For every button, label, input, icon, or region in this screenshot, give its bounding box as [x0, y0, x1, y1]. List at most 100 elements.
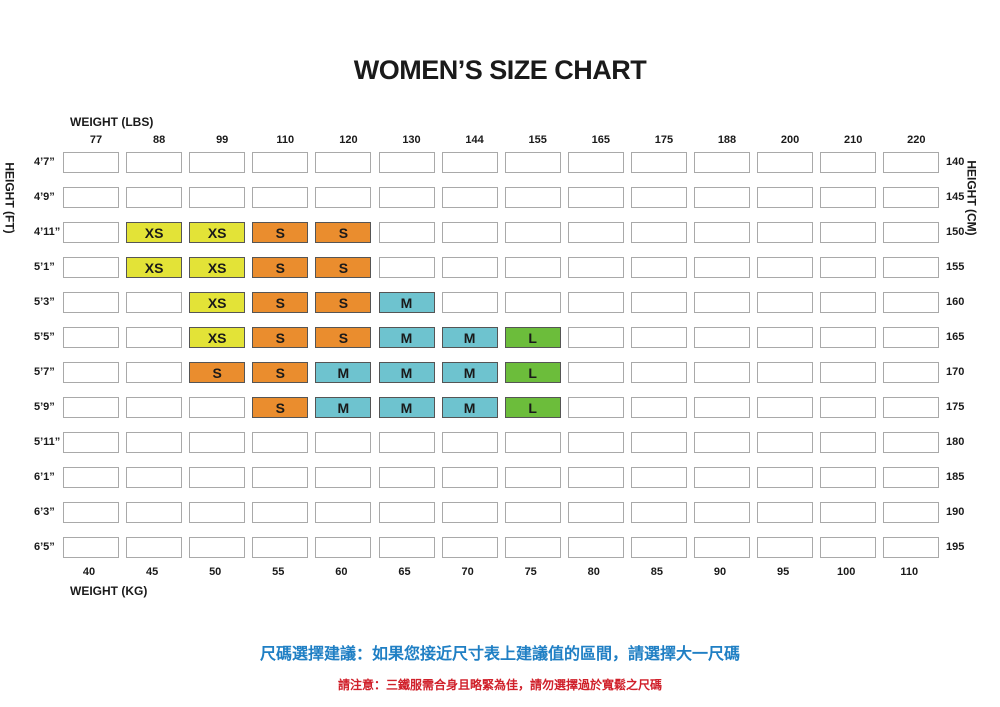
page-title: WOMEN’S SIZE CHART [353, 55, 647, 85]
height-cm-label: 185 [946, 471, 965, 483]
size-cell-empty [63, 327, 119, 348]
size-cell-empty [252, 502, 309, 523]
size-cell-empty [63, 362, 119, 383]
height-cm-label: 145 [946, 191, 965, 203]
height-cm-label: 160 [946, 296, 965, 308]
size-cell-m: M [378, 327, 435, 348]
size-cell-empty [820, 362, 877, 383]
size-cell-empty [820, 187, 877, 208]
size-cell-s: S [252, 257, 309, 278]
right-axis-label: HEIGHT (CM) [964, 160, 979, 236]
size-cell-empty [694, 187, 750, 208]
lbs-tick: 165 [591, 134, 610, 146]
size-cell-empty [883, 187, 940, 208]
size-cell-m: M [315, 362, 372, 383]
size-cell-empty [63, 432, 119, 453]
size-cell-empty [63, 397, 119, 418]
size-cell-empty [630, 397, 687, 418]
size-cell-empty [126, 467, 183, 488]
size-cell-empty [378, 502, 435, 523]
size-cell-empty [883, 152, 940, 173]
kg-tick: 65 [398, 566, 411, 578]
lbs-tick: 200 [780, 134, 800, 146]
size-cell-empty [820, 537, 877, 558]
size-cell-empty [315, 187, 372, 208]
size-cell-empty [63, 502, 119, 523]
size-cell-empty [757, 257, 814, 278]
size-cell-empty [757, 537, 814, 558]
size-cell-empty [504, 187, 561, 208]
height-ft-label: 5’7” [34, 366, 55, 378]
size-cell-empty [883, 537, 940, 558]
height-cm-label: 165 [946, 331, 965, 343]
size-cell-empty [126, 292, 183, 313]
size-cell-empty [820, 397, 877, 418]
size-cell-xs: XS [126, 222, 183, 243]
size-cell-empty [567, 257, 624, 278]
size-cell-empty [630, 467, 687, 488]
size-cell-s: S [315, 327, 372, 348]
size-cell-empty [694, 502, 750, 523]
size-cell-empty [63, 292, 119, 313]
size-cell-s: S [315, 222, 372, 243]
size-cell-empty [252, 432, 309, 453]
size-cell-empty [378, 432, 435, 453]
height-cm-label: 175 [946, 401, 965, 413]
size-cell-xs: XS [189, 292, 246, 313]
size-cell-empty [378, 257, 435, 278]
height-cm-label: 180 [946, 436, 965, 448]
size-cell-empty [504, 502, 561, 523]
lbs-tick: 120 [339, 134, 358, 146]
size-cell-empty [189, 432, 246, 453]
size-cell-empty [820, 502, 877, 523]
height-ft-label: 5’3” [34, 296, 55, 308]
size-cell-empty [757, 152, 814, 173]
size-cell-empty [315, 502, 372, 523]
size-cell-empty [757, 432, 814, 453]
top-axis-label: WEIGHT (LBS) [70, 115, 154, 129]
size-cell-empty [630, 292, 687, 313]
size-cell-empty [63, 222, 119, 243]
fit-warning-note: 請注意：三鐵服需合身且略緊為佳，請勿選擇過於寬鬆之尺碼 [337, 678, 662, 692]
size-cell-s: S [252, 222, 309, 243]
size-cell-xs: XS [189, 222, 246, 243]
size-cell-l: L [504, 327, 561, 348]
size-cell-empty [441, 432, 498, 453]
size-cell-empty [883, 362, 940, 383]
size-cell-empty [189, 397, 246, 418]
size-cell-empty [315, 152, 372, 173]
size-cell-empty [504, 432, 561, 453]
size-cell-empty [126, 537, 183, 558]
size-cell-xs: XS [189, 327, 246, 348]
size-cell-empty [252, 467, 309, 488]
size-cell-empty [504, 222, 561, 243]
size-cell-empty [126, 432, 183, 453]
size-cell-empty [630, 222, 687, 243]
height-cm-label: 195 [946, 541, 965, 553]
size-cell-empty [189, 502, 246, 523]
kg-tick: 50 [209, 566, 222, 578]
size-cell-empty [378, 467, 435, 488]
size-cell-empty [694, 432, 750, 453]
size-cell-empty [567, 502, 624, 523]
size-cell-m: M [441, 362, 498, 383]
height-ft-label: 4’7” [34, 156, 55, 168]
size-cell-empty [757, 222, 814, 243]
height-ft-label: 5’5” [34, 331, 55, 343]
size-cell-empty [820, 432, 877, 453]
size-cell-empty [883, 222, 940, 243]
size-cell-empty [567, 537, 624, 558]
size-cell-empty [189, 152, 246, 173]
size-cell-empty [441, 467, 498, 488]
size-cell-empty [378, 152, 435, 173]
size-cell-empty [883, 502, 940, 523]
size-cell-empty [757, 467, 814, 488]
size-cell-empty [567, 362, 624, 383]
size-cell-empty [694, 222, 750, 243]
kg-tick: 90 [713, 566, 727, 578]
size-cell-empty [567, 432, 624, 453]
size-cell-empty [757, 502, 814, 523]
size-cell-empty [757, 397, 814, 418]
size-cell-m: M [315, 397, 372, 418]
bottom-axis-label: WEIGHT (KG) [70, 584, 148, 598]
